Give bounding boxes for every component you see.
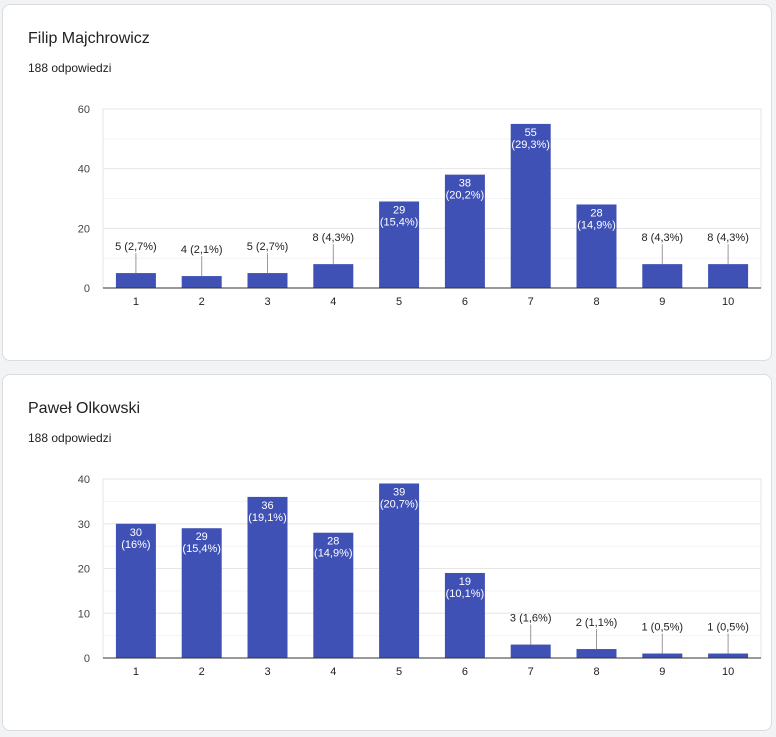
data-label: 1 (0,5%) [707,622,749,634]
bar-chart: 0 10 20 30 40 30 (16%) 29 (15,4%) 36 (19,1%) 28 (14,… [78,474,762,678]
data-label: 2 (1,1%) [576,617,618,629]
y-tick-label: 10 [78,608,90,620]
x-tick-label: 10 [722,666,734,678]
y-tick-label: 0 [84,653,90,665]
data-label: 5 (2,7%) [115,241,157,253]
bar[interactable] [708,653,749,658]
y-tick-label: 0 [84,283,90,295]
x-tick-label: 1 [133,296,139,308]
question-title: Paweł Olkowski [28,400,141,417]
data-label: 3 (1,6%) [510,613,552,625]
x-tick-label: 2 [199,296,205,308]
y-tick-label: 40 [78,164,90,176]
bar[interactable] [444,174,485,288]
data-label: 29 (15,4%) [182,531,221,555]
data-label: 8 (4,3%) [313,232,355,244]
bar[interactable] [115,523,156,658]
data-label: 30 (16%) [121,527,150,551]
bar[interactable] [313,264,354,288]
bar[interactable] [247,273,288,288]
bar[interactable] [642,653,683,658]
chart-card: Filip Majchrowicz 188 odpowiedzi 0 20 40 60… [2,4,772,361]
response-count: 188 odpowiedzi [28,431,112,445]
x-tick-label: 7 [528,666,534,678]
bar[interactable] [181,528,222,658]
bar[interactable] [576,649,617,658]
x-tick-label: 9 [659,666,665,678]
y-tick-label: 60 [78,104,90,116]
response-count: 188 odpowiedzi [28,61,112,75]
data-label: 5 (2,7%) [247,241,289,253]
x-tick-label: 4 [330,296,336,308]
x-tick-label: 9 [659,296,665,308]
y-tick-label: 20 [78,564,90,576]
data-label: 1 (0,5%) [642,622,684,634]
bar[interactable] [576,204,617,288]
data-label: 28 (14,9%) [314,536,353,560]
bar[interactable] [708,264,749,288]
data-label: 8 (4,3%) [642,232,684,244]
y-tick-label: 40 [78,474,90,486]
bar[interactable] [510,644,551,658]
x-tick-label: 1 [133,666,139,678]
data-label: 55 (29,3%) [511,127,550,151]
bar[interactable] [181,276,222,288]
y-tick-label: 30 [78,519,90,531]
bar[interactable] [379,201,420,288]
x-tick-label: 5 [396,296,402,308]
x-tick-label: 8 [593,296,599,308]
x-tick-label: 2 [199,666,205,678]
x-tick-label: 6 [462,666,468,678]
question-title: Filip Majchrowicz [28,30,150,47]
data-label: 19 (10,1%) [446,576,485,600]
x-tick-label: 8 [593,666,599,678]
bar[interactable] [379,483,420,658]
bar[interactable] [247,496,288,658]
data-label: 4 (2,1%) [181,244,223,256]
y-tick-label: 20 [78,223,90,235]
data-label: 29 (15,4%) [380,204,419,228]
data-label: 38 (20,2%) [446,178,485,202]
bar[interactable] [313,532,354,658]
data-label: 28 (14,9%) [577,207,616,231]
chart-card: Paweł Olkowski 188 odpowiedzi 0 10 20 30 40 3… [2,374,772,731]
bar[interactable] [115,273,156,288]
x-tick-label: 3 [264,296,270,308]
data-label: 8 (4,3%) [707,232,749,244]
x-tick-label: 5 [396,666,402,678]
x-tick-label: 7 [528,296,534,308]
x-tick-label: 10 [722,296,734,308]
data-label: 39 (20,7%) [380,486,419,510]
bar-chart: 0 20 40 60 5 (2,7%) 4 (2,1%) 5 (2,7%) 8 (4,3%) 2… [78,104,762,308]
bar[interactable] [510,123,551,289]
bar[interactable] [444,572,485,658]
x-tick-label: 3 [264,666,270,678]
data-label: 36 (19,1%) [248,500,287,524]
bar[interactable] [642,264,683,288]
x-tick-label: 4 [330,666,336,678]
x-tick-label: 6 [462,296,468,308]
